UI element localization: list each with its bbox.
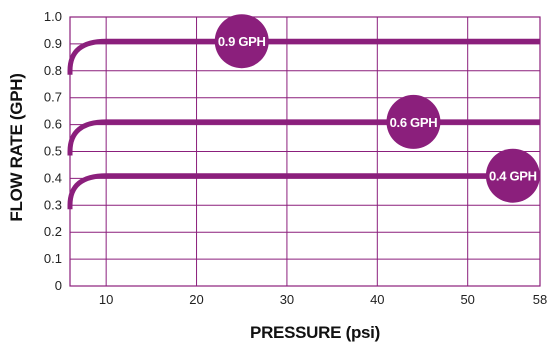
y-tick-label: 0.9 xyxy=(44,36,62,51)
y-tick-label: 0.4 xyxy=(44,170,62,185)
series-badge-label: 0.9 GPH xyxy=(218,34,266,49)
series-line xyxy=(67,119,540,156)
series-lines xyxy=(67,38,540,210)
x-tick-label: 50 xyxy=(460,292,474,307)
series-line xyxy=(67,173,540,210)
series-badge-label: 0.4 GPH xyxy=(489,169,537,184)
y-tick-label: 0.3 xyxy=(44,197,62,212)
x-tick-label: 20 xyxy=(189,292,203,307)
tick-labels: 0 0.1 0.2 0.3 0.4 0.5 0.6 0.7 0.8 0.9 1.0 10 20 30 40 5… xyxy=(44,9,547,307)
x-axis-title: PRESSURE (psi) xyxy=(250,323,380,342)
x-tick-label: 40 xyxy=(370,292,384,307)
y-tick-label: 0.1 xyxy=(44,251,62,266)
y-tick-label: 0.6 xyxy=(44,117,62,132)
y-tick-label: 0.2 xyxy=(44,224,62,239)
x-tick-label: 30 xyxy=(280,292,294,307)
y-tick-label: 0 xyxy=(55,278,62,293)
y-tick-label: 1.0 xyxy=(44,9,62,24)
grid xyxy=(69,16,541,287)
series-badge xyxy=(214,14,269,69)
series-line xyxy=(67,38,540,75)
x-tick-label: 58 xyxy=(533,292,547,307)
series-badge xyxy=(386,94,441,149)
y-tick-label: 0.7 xyxy=(44,90,62,105)
y-tick-label: 0.8 xyxy=(44,63,62,78)
x-tick-label: 10 xyxy=(99,292,113,307)
series-badge-label: 0.6 GPH xyxy=(390,115,438,130)
series-badges: 0.9 GPH 0.6 GPH 0.4 GPH xyxy=(214,14,540,203)
y-axis-title: FLOW RATE (GPH) xyxy=(7,73,26,221)
y-tick-label: 0.5 xyxy=(44,144,62,159)
series-badge xyxy=(485,148,540,203)
